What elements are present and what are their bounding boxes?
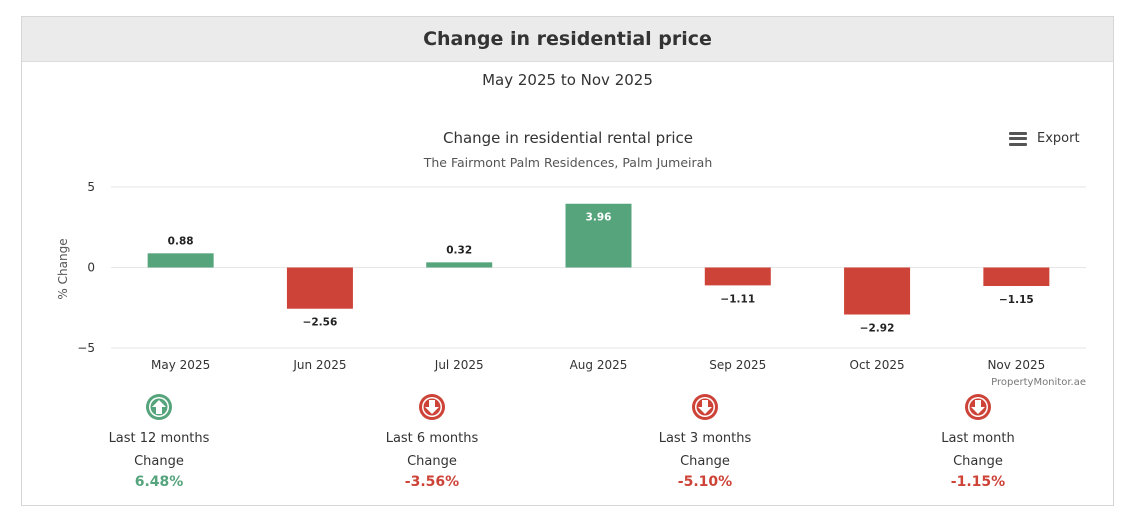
summary-change-label: Change (134, 454, 184, 469)
data-label: 0.88 (168, 235, 194, 247)
bar-may-2025[interactable] (147, 253, 214, 268)
summary-period: Last 6 months (385, 431, 479, 446)
x-tick-label: Nov 2025 (987, 358, 1045, 372)
y-tick-label: 0 (87, 261, 95, 275)
summary-change-label: Change (407, 454, 457, 469)
data-label: −2.92 (860, 323, 895, 335)
arrow-down-circle-icon (417, 392, 447, 422)
summary-change-label: Change (680, 454, 730, 469)
y-axis-label: % Change (56, 238, 70, 299)
summary-last-12-months: Last 12 months Change 6.48% (74, 392, 244, 490)
bar-nov-2025[interactable] (983, 267, 1050, 287)
bar-oct-2025[interactable] (844, 267, 911, 315)
x-axis-ticks: May 2025 Jun 2025 Jul 2025 Aug 2025 Sep 2025… (151, 358, 1045, 372)
x-tick-label: Aug 2025 (570, 358, 628, 372)
data-label: 0.32 (446, 244, 472, 256)
y-axis-ticks: 5 0 −5 (77, 180, 95, 355)
data-label: −1.15 (999, 294, 1034, 306)
bar-aug-2025[interactable] (565, 203, 632, 268)
summary-period: Last month (941, 431, 1015, 446)
data-label: 3.96 (586, 212, 612, 224)
bar-jul-2025[interactable] (426, 262, 493, 268)
chart-subtitle: The Fairmont Palm Residences, Palm Jumei… (423, 155, 713, 170)
summary-period: Last 12 months (108, 431, 210, 446)
chart-credit: PropertyMonitor.ae (991, 377, 1086, 388)
arrow-down-circle-icon (963, 392, 993, 422)
export-button[interactable]: Export (1009, 131, 1080, 146)
rental-price-bar-chart: Change in residential rental price The F… (56, 129, 1086, 388)
x-tick-label: Sep 2025 (709, 358, 766, 372)
summary-value: 6.48% (134, 474, 184, 490)
y-tick-label: −5 (77, 341, 95, 355)
data-label: −1.11 (720, 293, 755, 305)
panel-header: Change in residential price (22, 17, 1113, 62)
export-label: Export (1037, 131, 1080, 146)
arrow-up-circle-icon (144, 392, 174, 422)
summary-change-label: Change (953, 454, 1003, 469)
date-range: May 2025 to Nov 2025 (482, 71, 653, 89)
data-label: −2.56 (303, 317, 338, 329)
summary-last-month: Last month Change -1.15% (893, 392, 1063, 490)
summary-value: -1.15% (950, 474, 1006, 490)
x-tick-label: Jul 2025 (434, 358, 484, 372)
bar-jun-2025[interactable] (286, 267, 353, 309)
summary-value: -3.56% (404, 474, 460, 490)
x-tick-label: May 2025 (151, 358, 210, 372)
summary-last-3-months: Last 3 months Change -5.10% (620, 392, 790, 490)
summary-period: Last 3 months (658, 431, 752, 446)
bar-sep-2025[interactable] (704, 267, 771, 286)
x-tick-label: Jun 2025 (292, 358, 346, 372)
summary-last-6-months: Last 6 months Change -3.56% (347, 392, 517, 490)
hamburger-menu-icon (1009, 131, 1027, 146)
panel-title: Change in residential price (423, 28, 712, 50)
data-labels: 0.88 −2.56 0.32 3.96 −1.11 −2.92 −1.15 (168, 212, 1034, 335)
x-tick-label: Oct 2025 (850, 358, 905, 372)
summary-value: -5.10% (677, 474, 733, 490)
price-change-panel: Change in residential price May 2025 to … (21, 16, 1114, 506)
bars (147, 203, 1050, 315)
y-tick-label: 5 (87, 180, 95, 194)
arrow-down-circle-icon (690, 392, 720, 422)
chart-title: Change in residential rental price (443, 129, 693, 147)
